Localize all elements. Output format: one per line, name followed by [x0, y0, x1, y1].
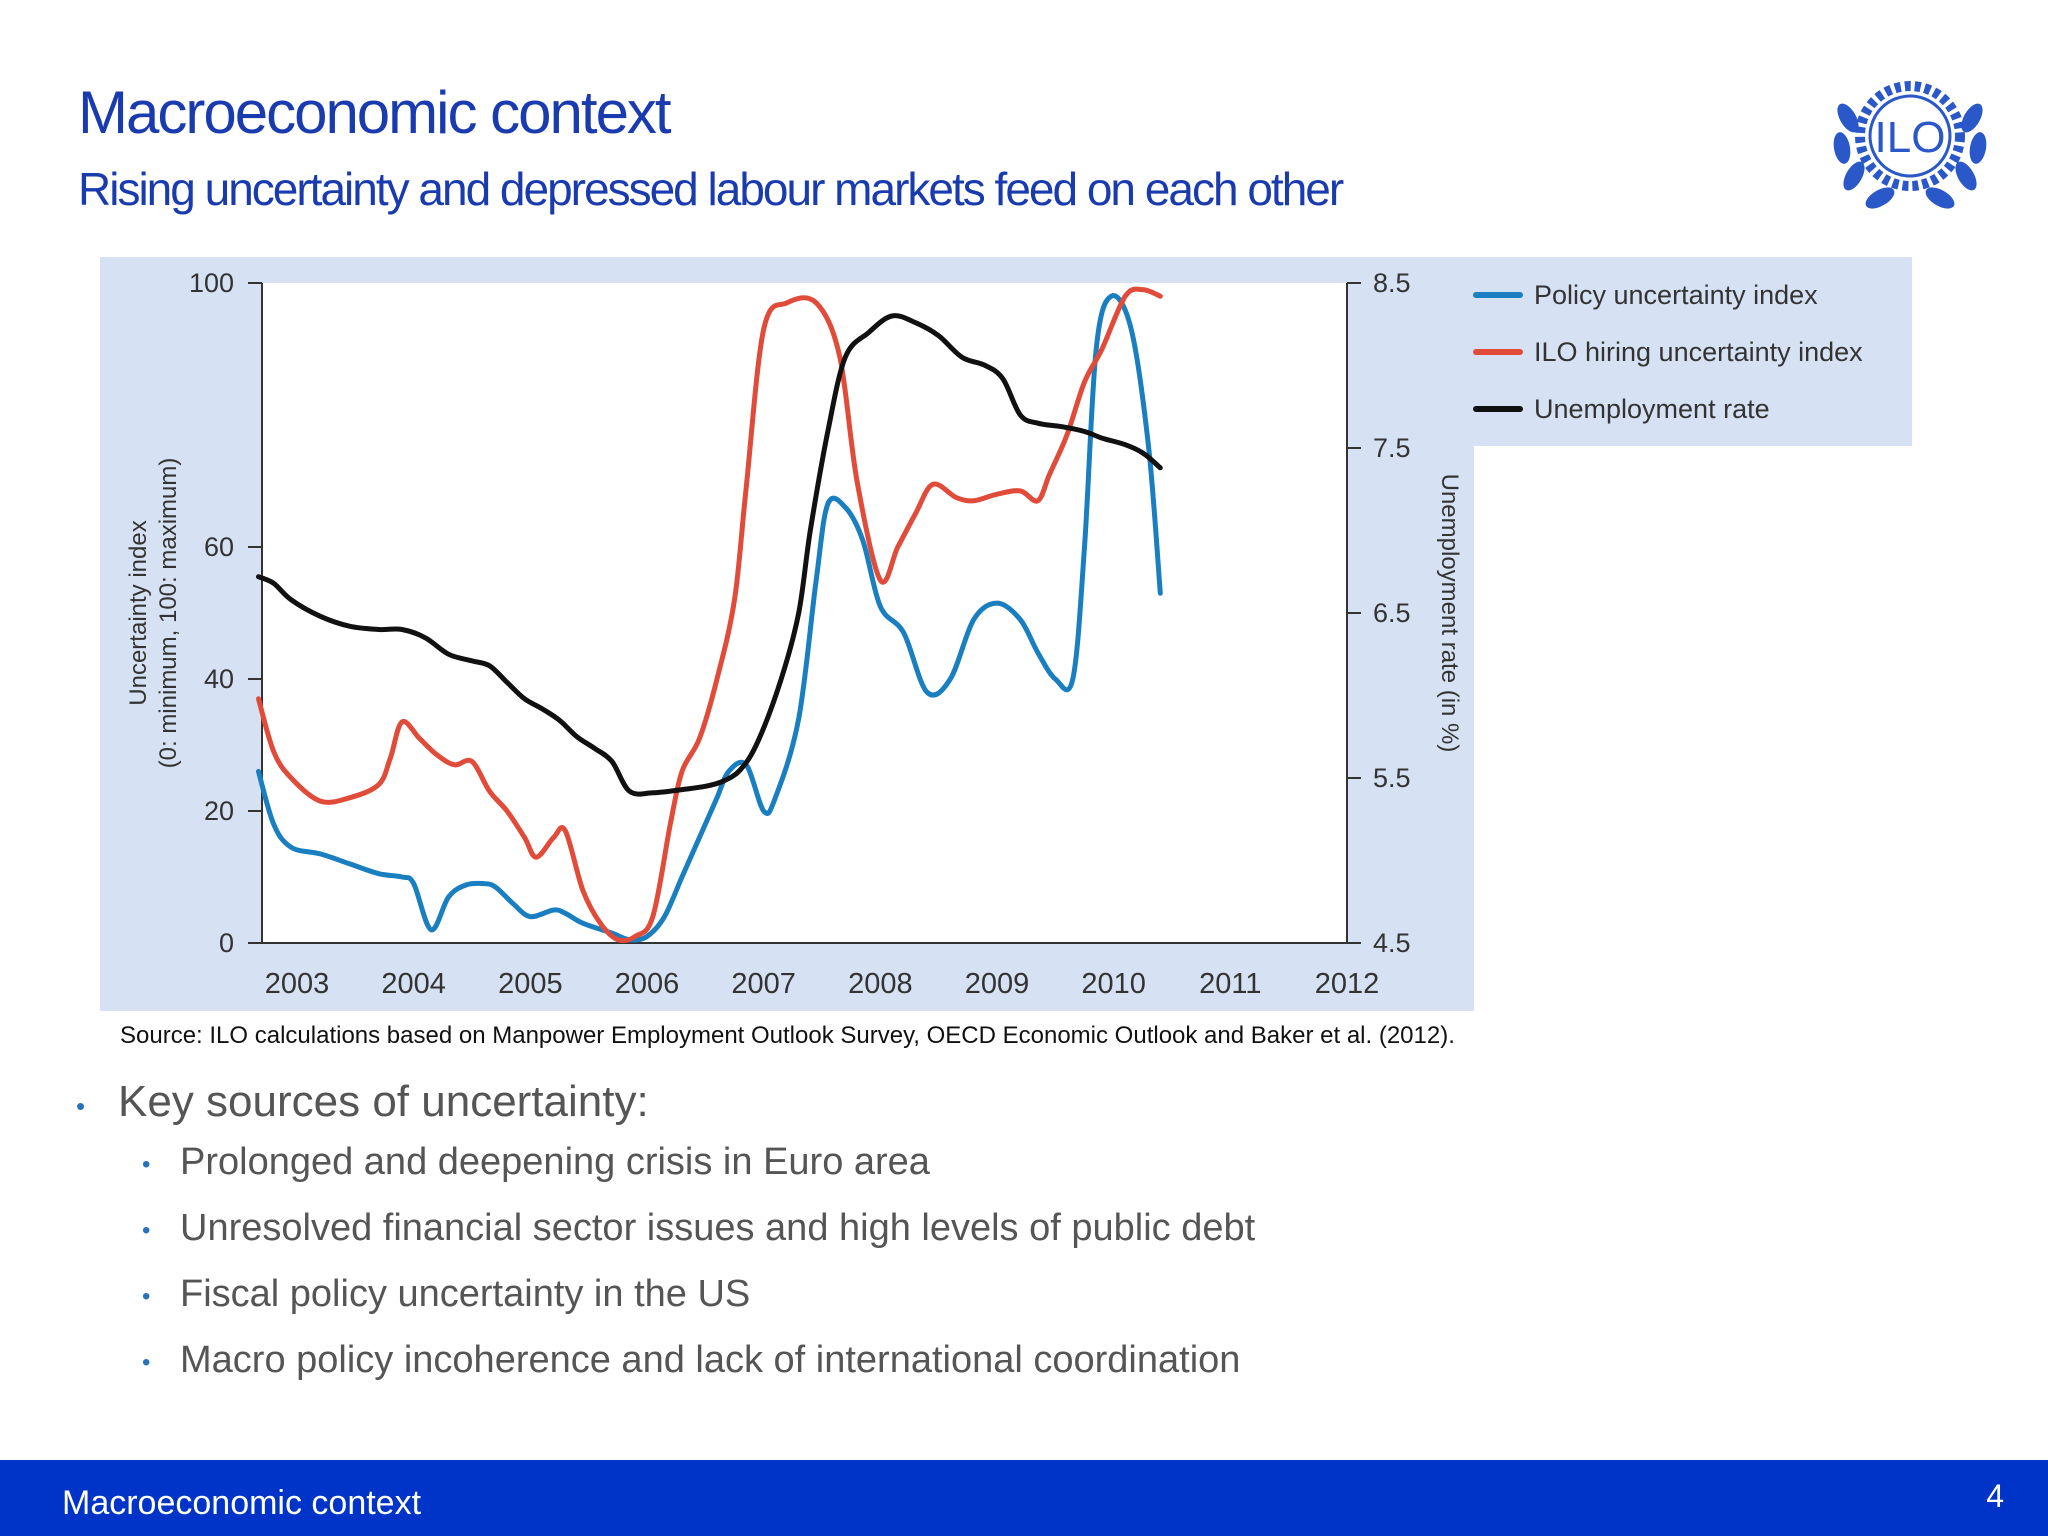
x-tick-label: 2010	[1081, 968, 1146, 1000]
y2-tick-label: 4.5	[1373, 928, 1411, 958]
x-tick-label: 2008	[848, 968, 913, 1000]
ilo-logo: ILO	[1833, 81, 1987, 209]
bullet-marker: •	[76, 1091, 86, 1121]
bullet-list: • Key sources of uncertainty: • Prolonge…	[70, 1075, 1970, 1399]
legend-label: Unemployment rate	[1534, 394, 1770, 424]
sub-bullet-text: Prolonged and deepening crisis in Euro a…	[180, 1141, 930, 1183]
x-tick-label: 2004	[381, 968, 446, 1000]
y-axis-label: Uncertainty index	[125, 520, 152, 705]
y-axis-sublabel: (0: minimum, 100: maximum)	[155, 458, 182, 769]
sub-bullet-text: Macro policy incoherence and lack of int…	[180, 1339, 1241, 1381]
bullet-marker: •	[142, 1217, 151, 1244]
bullet-marker: •	[142, 1349, 151, 1376]
slide-title: Macroeconomic context	[78, 79, 672, 146]
bullet-marker: •	[142, 1151, 151, 1178]
y-tick-label: 100	[189, 268, 234, 298]
series-line-3	[256, 313, 1163, 797]
y2-tick-label: 7.5	[1373, 433, 1411, 463]
x-tick-label: 2005	[498, 968, 563, 1000]
bullet-heading-text: Key sources of uncertainty:	[118, 1077, 649, 1126]
legend-background	[1474, 257, 1912, 446]
x-tick-label: 2012	[1315, 968, 1380, 1000]
uncertainty-chart: 0 20 40 60 100 4.5 5.5 6.5 7.5 8.5 2003 2004 2005 200…	[100, 257, 1912, 1011]
y2-axis-label: Unemployment rate (in %)	[1436, 474, 1463, 753]
footer-title: Macroeconomic context	[62, 1484, 422, 1522]
sub-bullet-text: Unresolved financial sector issues and h…	[180, 1207, 1256, 1249]
sub-bullet: • Macro policy incoherence and lack of i…	[70, 1333, 1970, 1399]
y-tick-label: 60	[204, 532, 234, 562]
y2-tick-label: 6.5	[1373, 598, 1411, 628]
sub-bullet: • Unresolved financial sector issues and…	[70, 1201, 1970, 1267]
x-tick-label: 2003	[265, 968, 330, 1000]
logo-text: ILO	[1875, 113, 1946, 162]
sub-bullet: • Prolonged and deepening crisis in Euro…	[70, 1135, 1970, 1201]
y-tick-label: 40	[204, 664, 234, 694]
bullet-heading: • Key sources of uncertainty:	[70, 1075, 1970, 1135]
y2-tick-label: 8.5	[1373, 268, 1411, 298]
footer-bar: Macroeconomic context 4	[0, 1460, 2048, 1536]
x-tick-label: 2007	[731, 968, 796, 1000]
series-line-2	[256, 286, 1163, 944]
source-note: Source: ILO calculations based on Manpow…	[120, 1022, 1455, 1049]
sub-bullet: • Fiscal policy uncertainty in the US	[70, 1267, 1970, 1333]
legend-label: Policy uncertainty index	[1534, 280, 1818, 310]
x-tick-label: 2009	[965, 968, 1030, 1000]
y-tick-label: 20	[204, 796, 234, 826]
y-tick-label: 0	[219, 928, 234, 958]
plot-area	[262, 283, 1347, 943]
legend-label: ILO hiring uncertainty index	[1534, 337, 1863, 367]
slide-subtitle: Rising uncertainty and depressed labour …	[78, 163, 1344, 215]
y2-tick-label: 5.5	[1373, 763, 1411, 793]
x-tick-label: 2006	[615, 968, 680, 1000]
sub-bullet-text: Fiscal policy uncertainty in the US	[180, 1273, 751, 1315]
bullet-marker: •	[142, 1283, 151, 1310]
page-number: 4	[1986, 1478, 2004, 1514]
x-tick-label: 2011	[1199, 968, 1261, 1000]
